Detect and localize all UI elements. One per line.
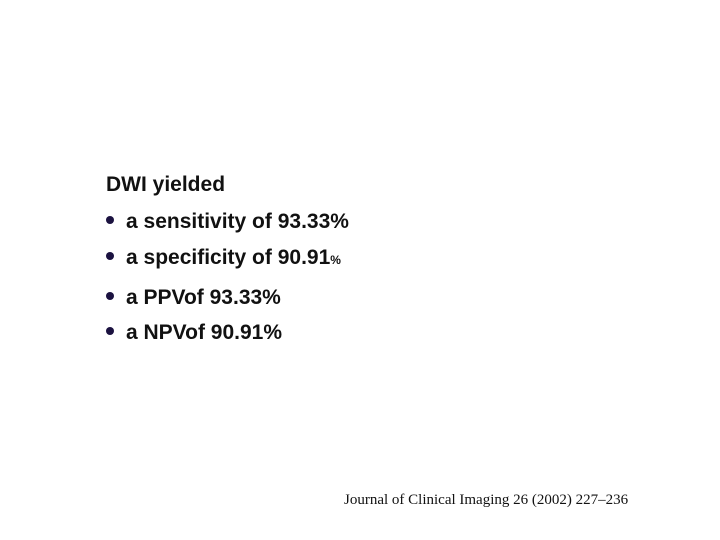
bullet-dot-icon bbox=[106, 252, 114, 261]
bullet-percent-suffix: % bbox=[330, 253, 341, 267]
bullet-ppv: a PPVof 93.33% bbox=[106, 286, 281, 310]
bullet-specificity: a specificity of 90.91% bbox=[106, 246, 341, 270]
bullet-text: a specificity of 90.91 bbox=[126, 246, 331, 269]
slide-heading: DWI yielded bbox=[106, 173, 226, 196]
bullet-dot-icon bbox=[106, 292, 114, 301]
bullet-dot-icon bbox=[106, 216, 114, 225]
bullet-text: a sensitivity of 93.33% bbox=[126, 210, 349, 233]
bullet-text: a NPVof 90.91% bbox=[126, 321, 283, 344]
bullet-npv: a NPVof 90.91% bbox=[106, 321, 282, 345]
citation: Journal of Clinical Imaging 26 (2002) 22… bbox=[344, 492, 629, 508]
bullet-sensitivity: a sensitivity of 93.33% bbox=[106, 210, 349, 234]
bullet-dot-icon bbox=[106, 327, 114, 336]
bullet-text: a PPVof 93.33% bbox=[126, 286, 281, 309]
